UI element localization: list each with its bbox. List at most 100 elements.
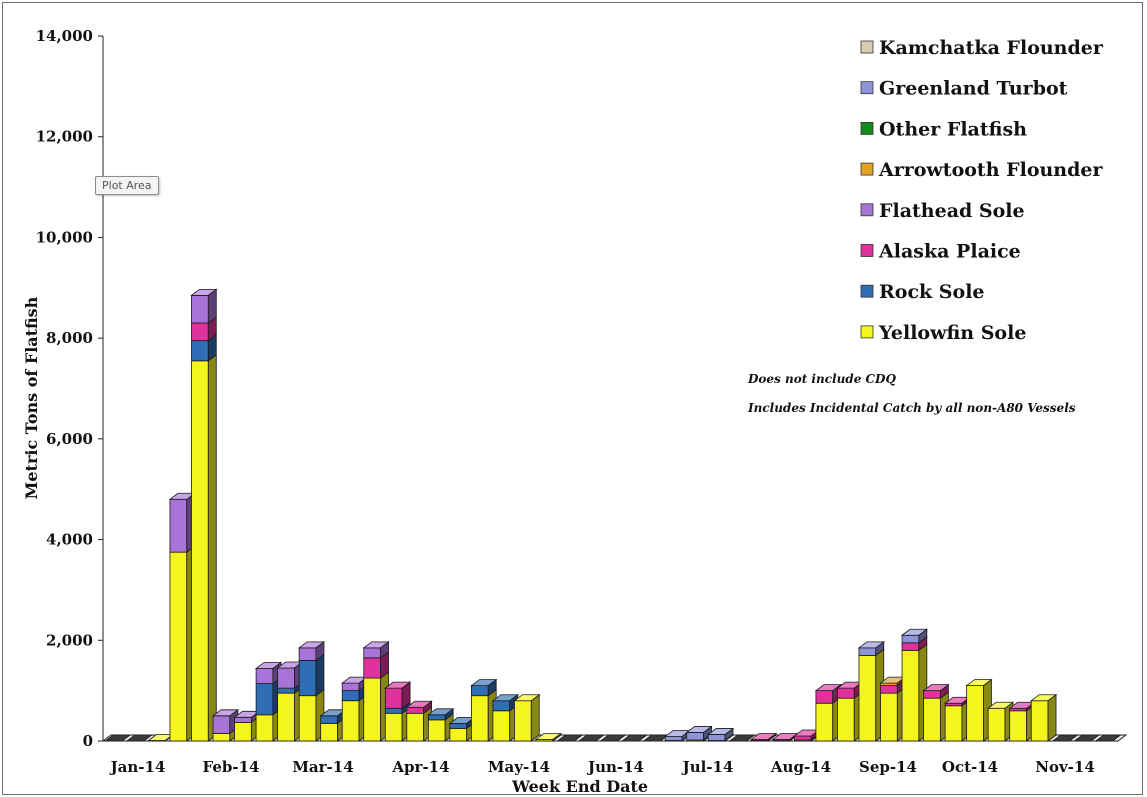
bar-face (363, 657, 381, 679)
x-tick-label: May-14 (488, 758, 550, 776)
bar-face (320, 722, 338, 742)
bar-top (491, 694, 519, 702)
bar-top (685, 726, 713, 733)
bar-face (514, 700, 532, 742)
bar-segment (298, 688, 325, 742)
legend-label: Other Flatfish (879, 118, 1027, 140)
bar-segment (966, 678, 992, 742)
note-cdq: Does not include CDQ (747, 372, 896, 386)
week-bar (211, 709, 240, 742)
bar-face (255, 668, 274, 684)
bar-face (987, 707, 1006, 742)
bar-face (901, 649, 920, 742)
week-bar (168, 492, 196, 742)
bar-face (837, 687, 855, 699)
bar-face (212, 733, 231, 742)
bar-segment (923, 691, 949, 742)
bar-side (315, 653, 325, 697)
bar-segment (169, 492, 196, 553)
legend-item: Flathead Sole (860, 200, 1025, 222)
legend-label: Greenland Turbot (879, 78, 1068, 100)
legend-label: Arrowtooth Flounder (878, 159, 1103, 181)
bar-face (793, 735, 812, 741)
bar-top (857, 641, 885, 649)
week-bar (448, 716, 476, 742)
bar-face (255, 714, 274, 742)
legend-swatch (860, 162, 874, 176)
legend-swatch (860, 40, 874, 54)
y-axis-title: Metric Tons of Flatfish (22, 296, 41, 499)
week-bar (427, 708, 455, 742)
x-axis-title: Week End Date (511, 777, 648, 796)
week-bar (254, 661, 283, 742)
bar-top (1030, 694, 1058, 702)
bar-face (384, 712, 403, 742)
bar-top (707, 728, 735, 735)
bar-top (1051, 734, 1079, 742)
bar-face (449, 722, 468, 729)
week-bar (513, 693, 541, 742)
bar-side (530, 693, 540, 742)
bar-face (815, 690, 834, 704)
legend-swatch (860, 284, 874, 298)
week-bar (900, 628, 929, 742)
note-incidental: Includes Incidental Catch by all non-A80… (747, 401, 1076, 415)
bar-segment (815, 696, 842, 742)
bar-face (191, 360, 209, 742)
bar-face (686, 732, 704, 741)
week-bar (1030, 693, 1058, 742)
week-bar (707, 727, 735, 742)
bar-face (880, 685, 898, 694)
bar-top (297, 641, 326, 649)
x-tick-label: Jan-14 (109, 758, 166, 776)
bar-face (837, 697, 855, 742)
bar-segment (901, 643, 928, 742)
bar-face (923, 697, 941, 742)
week-bar (470, 678, 498, 742)
legend-item: Rock Sole (860, 281, 985, 303)
week-bar (233, 710, 261, 742)
bar-top (599, 734, 627, 742)
x-tick-label: Mar-14 (292, 758, 353, 776)
bar-face (427, 719, 446, 742)
legend-label: Rock Sole (879, 281, 985, 303)
legend-swatch (860, 81, 874, 95)
bar-segment (837, 691, 863, 742)
bar-face (234, 721, 252, 742)
y-tick-label: 4,000 (46, 531, 93, 549)
bar-side (207, 354, 217, 742)
bar-face (169, 551, 188, 742)
bar-top (922, 684, 950, 692)
x-tick-label: Jun-14 (586, 758, 644, 776)
x-tick-labels: Jan-14 Feb-14 Mar-14 Apr-14 May-14 Jun-14 Jul-… (109, 758, 1095, 776)
bar-face (341, 690, 360, 702)
bar-top (125, 734, 153, 742)
week-bar (1094, 734, 1122, 742)
bar-face (858, 654, 877, 742)
legend-label: Alaska Plaice (878, 241, 1021, 263)
week-bar (836, 681, 864, 742)
x-tick-label: Apr-14 (391, 758, 449, 776)
legend-item: Kamchatka Flounder (860, 37, 1104, 59)
bar-top (470, 679, 498, 687)
bar-segment (1030, 693, 1057, 742)
bar-top (986, 701, 1015, 709)
bar-segment (384, 681, 411, 710)
x-tick-label: Aug-14 (770, 758, 831, 776)
bar-face (169, 498, 188, 553)
bar-top (814, 684, 842, 692)
bar-face (901, 634, 920, 644)
legend-item: Other Flatfish (860, 118, 1027, 140)
bar-face (277, 687, 295, 694)
week-bar (556, 734, 584, 742)
week-bar (405, 700, 433, 742)
bar-face (858, 647, 877, 656)
bar-face (664, 736, 683, 741)
bar-top (1073, 734, 1101, 742)
bar-segment (169, 545, 196, 742)
week-bar (879, 676, 907, 742)
bar-face (1009, 710, 1027, 742)
legend: Kamchatka Flounder Greenland Turbot Other … (860, 37, 1104, 344)
bar-face (191, 322, 209, 342)
